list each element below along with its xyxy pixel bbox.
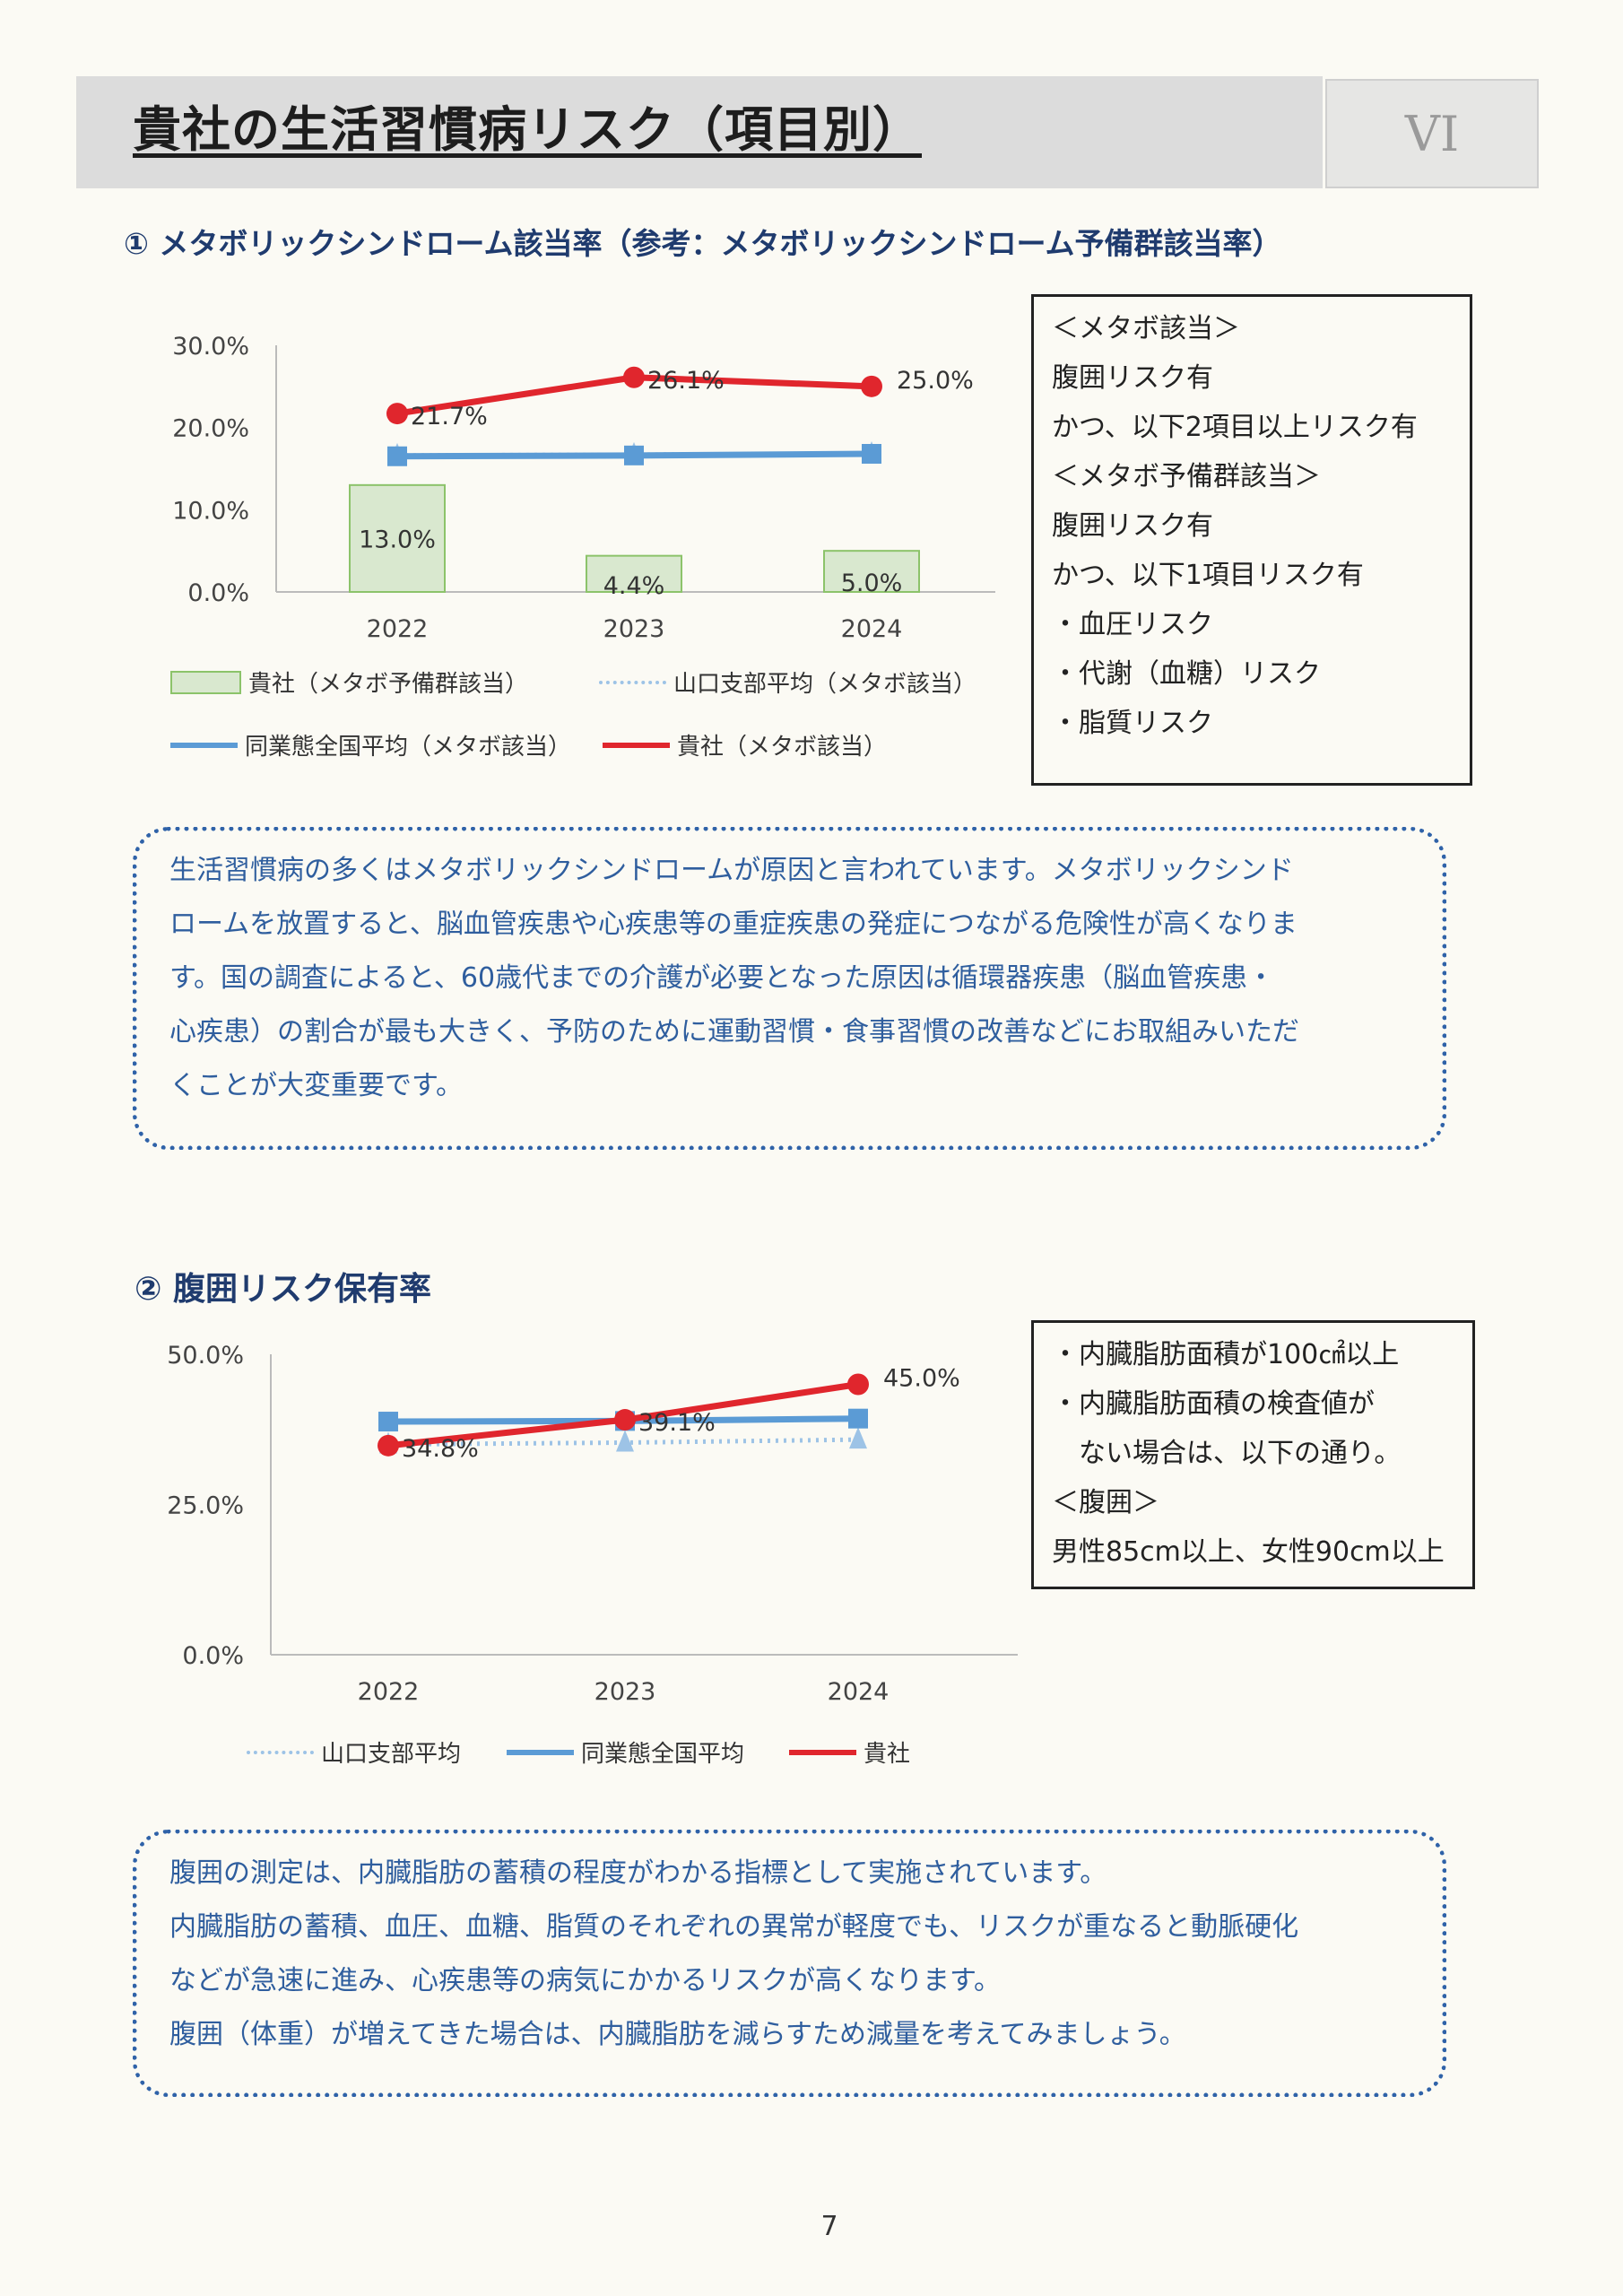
text-line: ・代謝（血糖）リスク <box>1052 658 1321 690</box>
legend-label: 貴社（メタボ予備群該当） <box>248 671 529 698</box>
legend-item: 同業態全国平均（メタボ該当） <box>170 728 571 761</box>
metabo-chart: 0.0% 10.0% 20.0% 30.0% 2022 2023 2024 13.0% 4.4%… <box>172 333 995 643</box>
waist-definition-box: ・内臓脂肪面積が100㎠以上 ・内臓脂肪面積の検査値が ない場合は、以下の通り。 ＜… <box>1031 1320 1475 1589</box>
text-line: ロームを放置すると、脳血管疾患や心疾患等の重症疾患の発症につながる危険性が高くな… <box>169 909 1298 940</box>
text-line: 腹囲リスク有 <box>1052 362 1213 394</box>
bar-data-label: 4.4% <box>603 572 665 600</box>
legend-item: 同業態全国平均 <box>507 1735 744 1769</box>
text-line: 腹囲リスク有 <box>1052 510 1213 542</box>
legend-label: 同業態全国平均（メタボ該当） <box>245 734 572 761</box>
legend-item: 貴社（メタボ予備群該当） <box>170 665 528 699</box>
x-tick-label: 2023 <box>603 615 665 643</box>
text-line: 腹囲（体重）が増えてきた場合は、内臓脂肪を減らすため減量を考えてみましょう。 <box>169 2019 1186 2050</box>
x-tick-label: 2022 <box>358 1678 420 1706</box>
circle-marker <box>847 1373 869 1396</box>
y-tick-label: 0.0% <box>182 1642 244 1670</box>
square-marker <box>862 444 881 464</box>
line-data-label: 25.0% <box>897 367 974 395</box>
text-line: などが急速に進み、心疾患等の病気にかかるリスクが高くなります。 <box>169 1965 1001 1996</box>
text-line: ＜腹囲＞ <box>1052 1487 1159 1518</box>
legend-item: 山口支部平均（メタボ該当） <box>599 665 976 699</box>
y-tick-label: 20.0% <box>172 415 249 443</box>
section1-title: ① メタボリックシンドローム該当率（参考：メタボリックシンドローム予備群該当率） <box>124 226 1282 261</box>
text-line: ・血圧リスク <box>1052 609 1213 640</box>
text-line: 腹囲の測定は、内臓脂肪の蓄積の程度がわかる指標として実施されています。 <box>169 1857 1107 1889</box>
legend-label: 貴社（メタボ該当） <box>677 734 888 761</box>
section2-title: ② 腹囲リスク保有率 <box>135 1271 432 1308</box>
text-line: ない場合は、以下の通り。 <box>1052 1438 1402 1469</box>
text-line: 内臓脂肪の蓄積、血圧、血糖、脂質のそれぞれの異常が軽度でも、リスクが重なると動脈… <box>169 1911 1299 1943</box>
text-line: ・内臓脂肪面積が100㎠以上 <box>1052 1339 1400 1370</box>
text-line: す。国の調査によると、60歳代までの介護が必要となった原因は循環器疾患（脳血管疾… <box>169 962 1275 994</box>
header-band <box>76 76 1323 188</box>
text-line: 生活習慣病の多くはメタボリックシンドロームが原因と言われています。メタボリックシ… <box>169 855 1294 886</box>
y-tick-label: 30.0% <box>172 333 249 361</box>
legend-label: 山口支部平均（メタボ該当） <box>673 671 977 698</box>
bar <box>823 550 920 593</box>
circle-marker <box>861 375 882 397</box>
text-line: ・内臓脂肪面積の検査値が <box>1052 1388 1375 1420</box>
square-marker <box>387 446 407 466</box>
legend-bar-swatch <box>170 670 241 694</box>
y-tick-label: 0.0% <box>187 579 249 607</box>
y-tick-label: 25.0% <box>167 1492 244 1520</box>
text-line: かつ、以下2項目以上リスク有 <box>1052 412 1418 443</box>
text-line: ＜メタボ該当＞ <box>1052 313 1240 344</box>
bar-data-label: 13.0% <box>359 526 436 553</box>
circle-marker <box>378 1434 399 1457</box>
text-line: くことが大変重要です。 <box>169 1070 463 1101</box>
square-marker <box>624 445 644 465</box>
waist-chart: 0.0% 25.0% 50.0% 2022 2023 2024 34.8% 39.1% 45.0… <box>167 1342 1018 1706</box>
bar-data-label: 5.0% <box>841 570 903 597</box>
page-title: 貴社の生活習慣病リスク（項目別） <box>133 101 922 158</box>
line-data-label: 34.8% <box>402 1435 479 1463</box>
circle-marker <box>386 403 408 425</box>
text-line: 男性85cm以上、女性90cm以上 <box>1052 1536 1445 1568</box>
legend-item: 貴社 <box>789 1735 910 1769</box>
triangle-marker <box>849 1427 867 1449</box>
waist-note: 腹囲の測定は、内臓脂肪の蓄積の程度がわかる指標として実施されています。内臓脂肪の… <box>133 1830 1446 2097</box>
line-data-label: 26.1% <box>647 367 725 395</box>
x-tick-label: 2022 <box>367 615 429 643</box>
triangle-marker <box>616 1430 634 1452</box>
metabo-definition-box: ＜メタボ該当＞ 腹囲リスク有 かつ、以下2項目以上リスク有 ＜メタボ予備群該当＞ 腹囲リ… <box>1031 294 1472 786</box>
x-tick-label: 2023 <box>595 1678 656 1706</box>
page-number: 7 <box>820 2211 838 2242</box>
text-line: ・脂質リスク <box>1052 708 1213 739</box>
legend-label: 貴社 <box>864 1741 911 1768</box>
legend-blue-swatch <box>170 742 238 748</box>
legend-item: 貴社（メタボ該当） <box>603 728 887 761</box>
legend-item: 山口支部平均 <box>247 1735 461 1769</box>
square-marker <box>848 1408 868 1429</box>
legend-blue-swatch <box>507 1749 574 1755</box>
legend-label: 同業態全国平均 <box>581 1741 745 1768</box>
y-tick-label: 50.0% <box>167 1342 244 1370</box>
x-tick-label: 2024 <box>828 1678 890 1706</box>
square-marker <box>378 1412 398 1432</box>
legend-red-swatch <box>603 742 670 748</box>
circle-marker <box>623 366 645 388</box>
text-line: かつ、以下1項目リスク有 <box>1052 560 1364 591</box>
x-tick-label: 2024 <box>841 615 903 643</box>
legend-red-swatch <box>789 1749 856 1755</box>
line-data-label: 39.1% <box>638 1409 716 1437</box>
legend-dotted-swatch <box>247 1750 314 1754</box>
legend-label: 山口支部平均 <box>321 1741 462 1768</box>
line-data-label: 45.0% <box>883 1365 960 1393</box>
text-line: 心疾患）の割合が最も大きく、予防のために運動習慣・食事習慣の改善などにお取組みい… <box>169 1016 1299 1048</box>
bar <box>349 483 446 593</box>
y-tick-label: 10.0% <box>172 497 249 525</box>
circle-marker <box>614 1409 636 1431</box>
text-line: ＜メタボ予備群該当＞ <box>1052 461 1321 492</box>
legend-dotted-swatch <box>599 680 666 684</box>
line-data-label: 21.7% <box>411 403 488 430</box>
metabo-note: 生活習慣病の多くはメタボリックシンドロームが原因と言われています。メタボリックシ… <box>133 827 1446 1150</box>
section-number: VI <box>1325 79 1539 188</box>
bar <box>586 554 682 593</box>
